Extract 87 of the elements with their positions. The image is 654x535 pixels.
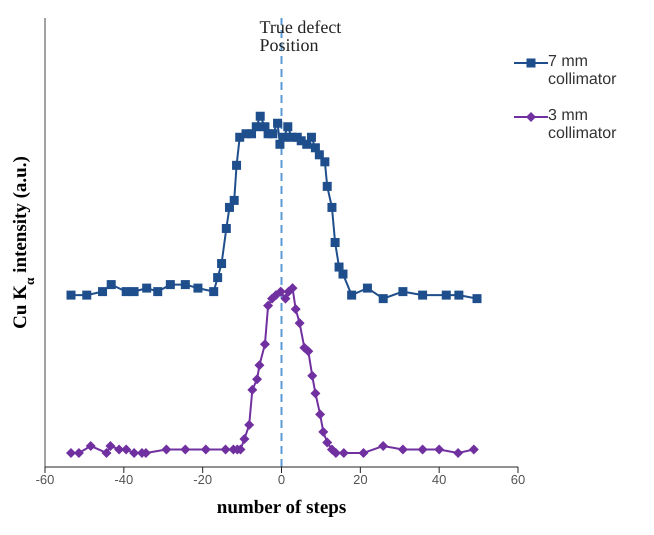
point	[322, 182, 332, 191]
point	[247, 129, 256, 138]
point	[398, 444, 408, 454]
point	[101, 448, 112, 458]
point	[217, 259, 226, 268]
point	[260, 339, 270, 350]
point	[268, 129, 278, 138]
point	[307, 370, 318, 381]
point	[288, 283, 298, 294]
point	[130, 287, 139, 296]
point	[320, 157, 330, 166]
point	[330, 448, 341, 458]
point	[398, 287, 408, 296]
point	[314, 150, 324, 160]
legend-label: 7 mm collimator	[548, 53, 618, 89]
point	[82, 290, 92, 300]
x-tick-label: 20	[353, 472, 368, 488]
x-tick-label: 0	[278, 472, 286, 488]
point	[121, 444, 132, 454]
point	[358, 448, 368, 458]
point	[230, 196, 239, 205]
point	[322, 437, 332, 448]
point	[166, 280, 175, 290]
point	[256, 112, 265, 121]
x-tick-label: 40	[432, 472, 446, 488]
point	[280, 294, 290, 304]
point	[193, 284, 202, 293]
point	[283, 122, 292, 132]
point	[254, 360, 264, 370]
point	[442, 290, 451, 300]
point	[453, 448, 464, 458]
point	[418, 290, 428, 300]
x-tick-label: -40	[114, 472, 134, 488]
point	[472, 294, 482, 304]
point	[454, 290, 464, 300]
point	[232, 160, 242, 170]
point	[362, 284, 372, 293]
point	[330, 238, 340, 247]
point	[327, 202, 336, 212]
point	[180, 444, 190, 454]
point	[378, 440, 388, 451]
point	[247, 384, 258, 395]
x-tick-label: 60	[510, 472, 526, 488]
point	[418, 444, 428, 454]
point	[468, 444, 479, 454]
point	[153, 287, 162, 296]
ref-line-label: True defect Position	[260, 16, 342, 55]
point	[114, 444, 124, 454]
point	[200, 444, 211, 454]
point	[161, 444, 172, 454]
point	[74, 448, 84, 458]
point	[142, 284, 152, 293]
point	[105, 440, 116, 451]
point	[66, 448, 76, 458]
point	[347, 290, 356, 300]
point	[310, 388, 320, 398]
point	[276, 286, 286, 297]
point	[252, 374, 262, 384]
point	[318, 426, 328, 437]
point	[338, 448, 349, 458]
point	[306, 132, 316, 142]
point	[315, 409, 326, 420]
point	[294, 318, 305, 328]
point	[98, 287, 108, 296]
legend-label: 3 mm collimator	[548, 107, 618, 143]
point	[434, 444, 444, 454]
point	[209, 287, 218, 296]
point	[180, 280, 190, 290]
x-axis-title: number of steps	[216, 497, 346, 518]
point	[273, 118, 282, 128]
point	[66, 290, 76, 300]
point	[252, 122, 261, 132]
point	[290, 304, 301, 314]
point	[220, 444, 231, 454]
point	[303, 346, 314, 356]
point	[263, 300, 274, 311]
point	[378, 294, 388, 304]
x-tick-label: -60	[36, 472, 54, 488]
point	[239, 434, 250, 444]
x-tick-label: -20	[193, 472, 212, 488]
point	[213, 273, 222, 282]
point	[222, 224, 231, 233]
point	[86, 440, 96, 451]
point	[129, 448, 140, 458]
point	[244, 420, 254, 430]
point	[338, 270, 348, 279]
point	[106, 280, 116, 290]
